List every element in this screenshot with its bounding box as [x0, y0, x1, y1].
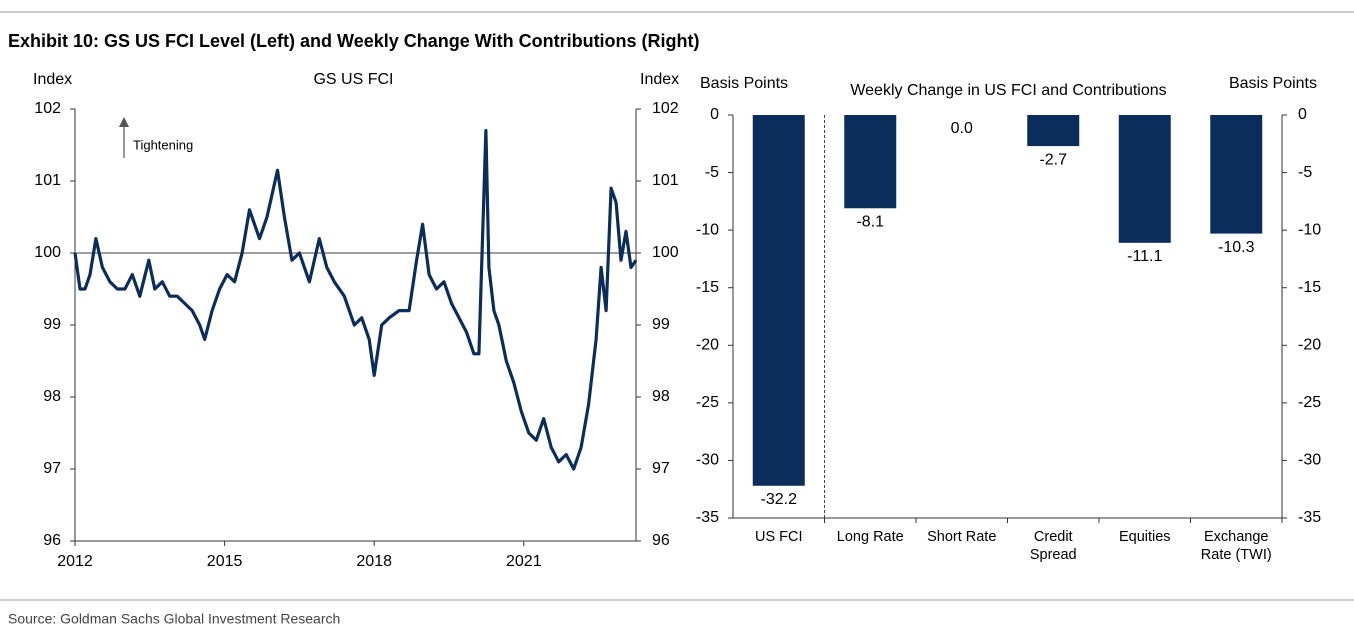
y2-tick-label: 100 [652, 244, 679, 261]
value-label: -11.1 [1127, 248, 1162, 265]
y-tick-label: 100 [34, 244, 61, 261]
y2-tick-label: 101 [652, 172, 679, 189]
x-tick-label: Equities [1118, 529, 1171, 545]
y-tick-label: 97 [43, 460, 61, 477]
x-tick-label: 2021 [506, 553, 542, 570]
y-tick-label: 96 [43, 532, 61, 549]
chart-title: GS US FCI [313, 71, 393, 88]
bar [1210, 115, 1263, 234]
bar [752, 115, 805, 486]
y-tick-label: -20 [696, 337, 719, 354]
y-axis-label: Basis Points [700, 75, 788, 92]
value-label: -32.2 [761, 491, 798, 508]
y-tick-label: -5 [705, 164, 719, 181]
bar [844, 115, 897, 209]
y2-tick-label: -35 [1298, 509, 1321, 526]
y-tick-label: 98 [43, 388, 61, 405]
y-tick-label: -35 [696, 509, 719, 526]
y-tick-label: 0 [710, 106, 719, 123]
y2-tick-label: 97 [652, 460, 670, 477]
exhibit-title: Exhibit 10: GS US FCI Level (Left) and W… [8, 31, 700, 51]
y2-tick-label: 102 [652, 100, 679, 117]
x-tick-label: 2012 [57, 553, 93, 570]
x-tick-label: 2015 [207, 553, 243, 570]
source: Source: Goldman Sachs Global Investment … [8, 611, 340, 627]
y-tick-label: -10 [696, 221, 719, 238]
y-axis-label: Index [33, 71, 72, 88]
y-tick-label: -15 [696, 279, 719, 296]
x-tick-label: Long Rate [836, 529, 904, 545]
value-label: -10.3 [1218, 239, 1255, 256]
value-label: -8.1 [856, 213, 884, 230]
y2-axis-label: Index [640, 71, 679, 88]
x-tick-label: Exchange Rate (TWI) [1200, 529, 1272, 563]
fci-line [73, 129, 638, 471]
annotation: Tightening [133, 137, 193, 152]
y-tick-label: 99 [43, 316, 61, 333]
y2-tick-label: 96 [652, 532, 670, 549]
y-tick-label: -30 [696, 452, 719, 469]
chart-title: Weekly Change in US FCI and Contribution… [850, 82, 1166, 99]
y-tick-label: 102 [34, 100, 61, 117]
y-tick-label: -25 [696, 394, 719, 411]
y2-tick-label: -5 [1298, 164, 1312, 181]
y2-axis-label: Basis Points [1229, 75, 1317, 92]
y2-tick-label: 99 [652, 316, 670, 333]
y2-tick-label: -10 [1298, 221, 1321, 238]
bar [1118, 115, 1171, 243]
value-label: 0.0 [951, 120, 973, 137]
x-tick-label: Credit Spread [1029, 529, 1077, 563]
annotation-arrowhead [119, 117, 129, 127]
y2-tick-label: -30 [1298, 452, 1321, 469]
y2-tick-label: -15 [1298, 279, 1321, 296]
y-tick-label: 101 [34, 172, 61, 189]
y2-tick-label: -20 [1298, 337, 1321, 354]
y2-tick-label: 98 [652, 388, 670, 405]
y2-tick-label: 0 [1298, 106, 1307, 123]
y2-tick-label: -25 [1298, 394, 1321, 411]
x-tick-label: Short Rate [927, 529, 997, 545]
x-tick-label: 2018 [356, 553, 392, 570]
value-label: -2.7 [1039, 151, 1067, 168]
bar [1027, 115, 1080, 147]
x-tick-label: US FCI [754, 529, 803, 545]
